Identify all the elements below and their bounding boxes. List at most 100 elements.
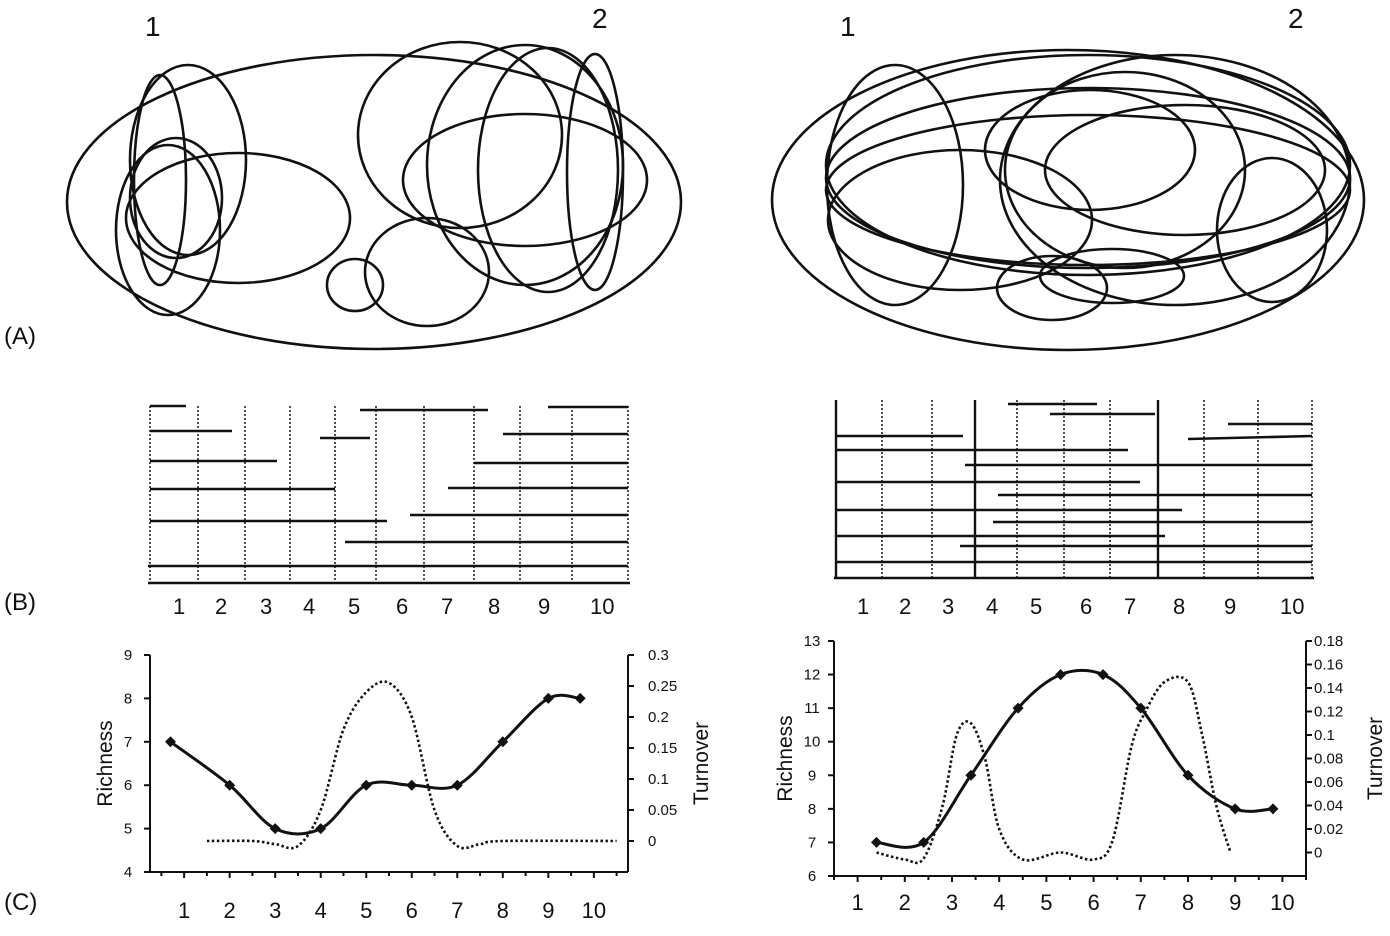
x-tick-label: 6 bbox=[1080, 594, 1092, 619]
x-tick-label: 7 bbox=[441, 594, 453, 619]
panel-label-c: (C) bbox=[4, 889, 37, 916]
x-tick-label: 10 bbox=[1270, 890, 1294, 915]
x-tick-label: 8 bbox=[1173, 594, 1185, 619]
x-tick-label: 6 bbox=[406, 898, 418, 923]
x-tick-label: 7 bbox=[451, 898, 463, 923]
range-ellipse bbox=[983, 88, 1197, 212]
richness-point bbox=[870, 836, 882, 848]
richness-point bbox=[164, 736, 176, 748]
x-tick-label: 5 bbox=[348, 594, 360, 619]
x-tick-label: 5 bbox=[1030, 594, 1042, 619]
richness-point bbox=[1267, 803, 1279, 815]
y2-tick-label: 0.08 bbox=[1314, 751, 1343, 768]
richness-point bbox=[1229, 803, 1241, 815]
range-ellipse bbox=[325, 257, 385, 313]
y-tick-label: 13 bbox=[804, 633, 821, 650]
x-tick-label: 3 bbox=[942, 594, 954, 619]
richness-point bbox=[1097, 669, 1109, 681]
richness-point bbox=[269, 823, 281, 835]
y2-tick-label: 0.1 bbox=[648, 771, 669, 788]
y2-tick-label: 0.15 bbox=[648, 740, 677, 757]
range-ellipse bbox=[824, 113, 1352, 267]
x-tick-label: 5 bbox=[360, 898, 372, 923]
locality-label-1: 1 bbox=[840, 11, 856, 42]
panel-b-left-ranges bbox=[148, 404, 630, 585]
x-tick-label: 7 bbox=[1124, 594, 1136, 619]
range-ellipse bbox=[356, 40, 564, 230]
y-axis-title: Richness bbox=[774, 715, 797, 801]
y2-tick-label: 0.25 bbox=[648, 678, 677, 695]
x-tick-label: 5 bbox=[1040, 890, 1052, 915]
panel-c-right-chart: 67891011121300.020.040.060.080.10.120.14… bbox=[774, 633, 1387, 915]
richness-point bbox=[360, 779, 372, 791]
richness-point bbox=[315, 823, 327, 835]
richness-point bbox=[574, 692, 586, 704]
outer-domain-ellipse bbox=[65, 53, 683, 351]
panel-b-right-ranges bbox=[834, 400, 1314, 580]
richness-line bbox=[876, 668, 1274, 849]
turnover-line bbox=[876, 675, 1232, 865]
range-ellipse bbox=[124, 151, 352, 285]
range-ellipse bbox=[401, 112, 649, 248]
locality-label-2: 2 bbox=[592, 3, 608, 34]
x-tick-label: 4 bbox=[986, 594, 998, 619]
y-tick-label: 10 bbox=[804, 734, 821, 751]
panel-b-right-xticks: 1 2 3 4 5 6 7 8 9 10 bbox=[857, 594, 1304, 619]
panel-a-left-diagram: 1 2 bbox=[65, 3, 683, 351]
y-tick-label: 4 bbox=[124, 864, 132, 881]
range-ellipse bbox=[1038, 247, 1186, 305]
y-tick-label: 6 bbox=[124, 777, 132, 794]
y-tick-label: 11 bbox=[804, 700, 820, 717]
x-tick-label: 6 bbox=[396, 594, 408, 619]
range-ellipse bbox=[995, 254, 1109, 322]
richness-point bbox=[1012, 702, 1024, 714]
richness-point bbox=[497, 736, 509, 748]
panel-a-right-diagram: 1 2 bbox=[770, 3, 1366, 352]
y-tick-label: 9 bbox=[124, 647, 132, 664]
y-tick-label: 7 bbox=[808, 834, 816, 851]
y2-axis-title: Turnover bbox=[1364, 717, 1387, 800]
range-ellipse bbox=[425, 43, 625, 287]
range-ellipse bbox=[128, 136, 224, 260]
x-tick-label: 1 bbox=[173, 594, 185, 619]
y2-axis-title: Turnover bbox=[690, 722, 713, 805]
y-tick-label: 12 bbox=[804, 667, 821, 684]
range-ellipse bbox=[1003, 70, 1247, 270]
y-tick-label: 6 bbox=[808, 868, 816, 885]
range-ellipse bbox=[132, 73, 188, 287]
richness-point bbox=[451, 779, 463, 791]
turnover-line bbox=[206, 680, 617, 850]
x-tick-label: 1 bbox=[857, 594, 869, 619]
y2-tick-label: 0.1 bbox=[1314, 727, 1335, 744]
y2-tick-label: 0.16 bbox=[1314, 657, 1343, 674]
richness-point bbox=[965, 769, 977, 781]
species-range bbox=[1187, 434, 1313, 441]
x-tick-label: 4 bbox=[303, 594, 315, 619]
y-tick-label: 7 bbox=[124, 734, 132, 751]
x-tick-label: 3 bbox=[946, 890, 958, 915]
x-tick-label: 8 bbox=[488, 594, 500, 619]
x-tick-label: 9 bbox=[1224, 594, 1236, 619]
richness-line bbox=[169, 693, 581, 836]
x-tick-label: 4 bbox=[315, 898, 327, 923]
x-tick-label: 2 bbox=[899, 890, 911, 915]
x-tick-label: 2 bbox=[899, 594, 911, 619]
y-axis-title: Richness bbox=[94, 720, 117, 806]
y2-tick-label: 0.2 bbox=[648, 709, 669, 726]
x-tick-label: 2 bbox=[215, 594, 227, 619]
y2-tick-label: 0.06 bbox=[1314, 774, 1343, 791]
range-ellipse bbox=[114, 143, 222, 317]
y2-tick-label: 0.04 bbox=[1314, 798, 1343, 815]
richness-point bbox=[224, 779, 236, 791]
range-ellipse bbox=[363, 216, 491, 328]
x-tick-label: 10 bbox=[1280, 594, 1304, 619]
y-tick-label: 8 bbox=[124, 690, 132, 707]
x-tick-label: 9 bbox=[542, 898, 554, 923]
x-tick-label: 6 bbox=[1087, 890, 1099, 915]
y2-tick-label: 0.3 bbox=[648, 647, 669, 664]
x-tick-label: 4 bbox=[993, 890, 1005, 915]
range-ellipse bbox=[565, 52, 625, 292]
x-tick-label: 3 bbox=[260, 594, 272, 619]
x-tick-label: 8 bbox=[1182, 890, 1194, 915]
